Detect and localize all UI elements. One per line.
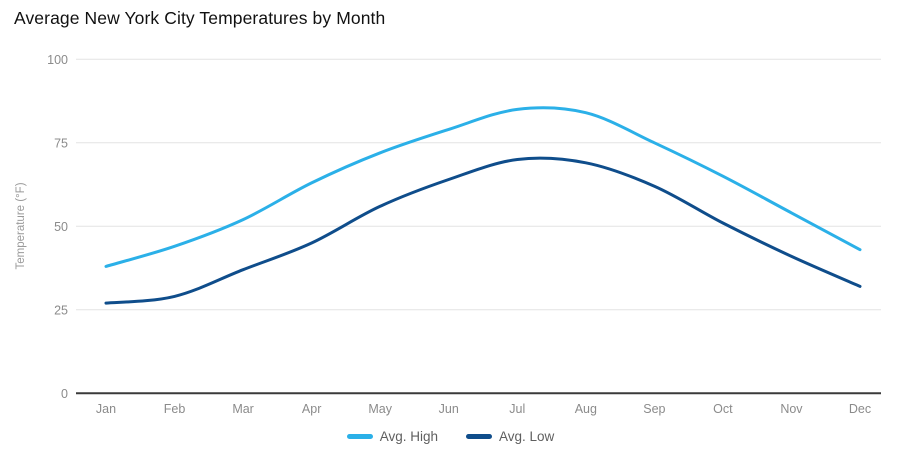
legend: Avg. High Avg. Low (0, 429, 901, 444)
y-tick-label: 0 (61, 387, 68, 401)
legend-item-avg-low[interactable]: Avg. Low (466, 429, 554, 444)
x-tick-label: Oct (713, 402, 733, 416)
x-tick-label: Nov (780, 402, 803, 416)
legend-item-avg-high[interactable]: Avg. High (346, 429, 438, 444)
x-tick-label: Mar (232, 402, 254, 416)
avg-high-line-marker (346, 434, 373, 439)
avg-low-legend-label: Avg. Low (499, 429, 555, 444)
avg-low-line-marker (466, 434, 492, 439)
y-tick-label: 75 (54, 136, 68, 150)
x-tick-label: Aug (575, 402, 597, 416)
x-tick-label: Jun (439, 402, 459, 416)
y-axis-title: Temperature (°F) (15, 182, 27, 269)
series-line-avg-low[interactable] (104, 156, 862, 305)
x-tick-label: Apr (302, 402, 321, 416)
chart-title: Average New York City Temperatures by Mo… (14, 8, 386, 28)
y-tick-label: 100 (47, 53, 68, 67)
x-tick-label: May (368, 402, 392, 416)
y-tick-label: 25 (54, 303, 68, 317)
x-tick-label: Feb (164, 402, 186, 416)
series-line-avg-high[interactable] (104, 106, 862, 268)
x-tick-label: Dec (849, 402, 871, 416)
x-tick-label: Jan (96, 402, 116, 416)
avg-high-legend-label: Avg. High (379, 429, 438, 444)
x-tick-label: Sep (643, 402, 665, 416)
y-tick-label: 50 (54, 220, 68, 234)
x-tick-label: Jul (509, 402, 525, 416)
